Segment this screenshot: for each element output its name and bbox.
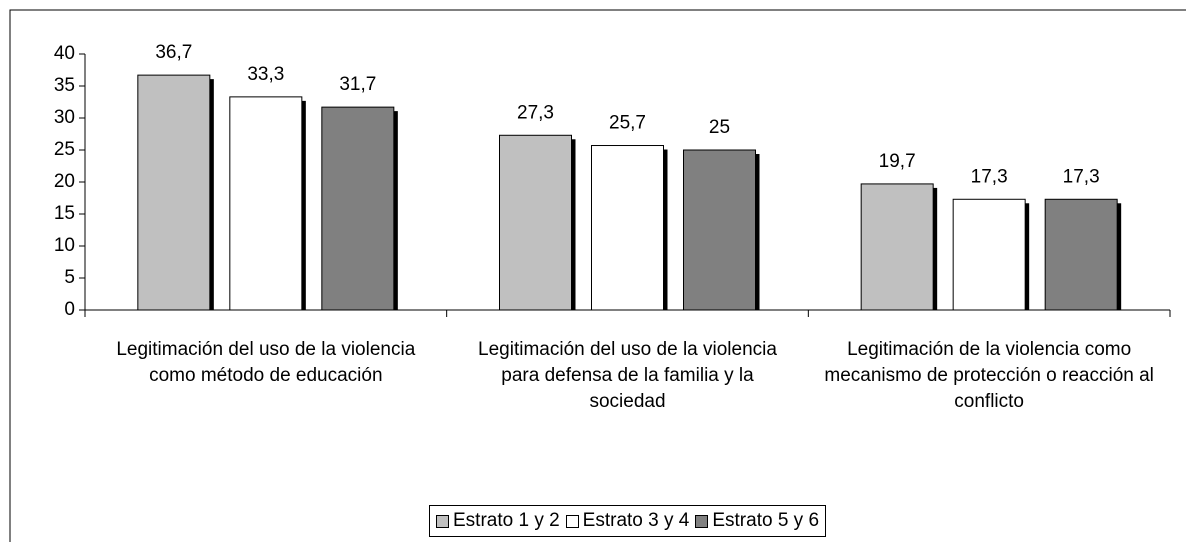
legend-label: Estrato 3 y 4 xyxy=(582,510,690,531)
legend: Estrato 1 y 2 Estrato 3 y 4 Estrato 5 y 6 xyxy=(429,505,827,537)
data-label: 31,7 xyxy=(339,74,376,95)
data-label: 27,3 xyxy=(517,102,554,123)
y-tick-label: 20 xyxy=(54,171,75,192)
x-tick-label: Legitimación del uso de la violencia com… xyxy=(116,339,416,386)
chart-frame xyxy=(9,9,1186,542)
data-label: 17,3 xyxy=(1063,166,1100,187)
legend-swatch xyxy=(695,514,709,528)
data-label: 36,7 xyxy=(155,42,192,63)
data-label: 17,3 xyxy=(971,166,1008,187)
data-label: 33,3 xyxy=(247,64,284,85)
y-tick-label: 35 xyxy=(54,75,75,96)
x-tick-label: Legitimación de la violencia como mecani… xyxy=(824,339,1154,412)
legend-item: Estrato 1 y 2 xyxy=(436,510,560,532)
y-tick-label: 0 xyxy=(64,299,75,320)
data-label: 25 xyxy=(709,117,730,138)
bar xyxy=(591,145,664,311)
y-tick-label: 25 xyxy=(54,139,75,160)
legend-label: Estrato 5 y 6 xyxy=(712,510,820,531)
data-label: 25,7 xyxy=(609,113,646,134)
y-tick-label: 5 xyxy=(64,267,75,288)
y-tick-label: 30 xyxy=(54,107,75,128)
legend-label: Estrato 1 y 2 xyxy=(453,510,560,531)
bar xyxy=(860,183,934,311)
y-tick-label: 15 xyxy=(54,203,75,224)
x-tick-label: Legitimación del uso de la violencia par… xyxy=(478,339,777,412)
legend-swatch xyxy=(565,514,579,528)
y-tick-label: 40 xyxy=(54,43,75,64)
bar xyxy=(1044,198,1118,311)
legend-item: Estrato 3 y 4 xyxy=(565,510,690,532)
bar xyxy=(499,134,572,311)
y-tick-label: 10 xyxy=(54,235,75,256)
bar xyxy=(229,96,303,311)
bar xyxy=(683,149,756,311)
data-label: 19,7 xyxy=(879,151,916,172)
bar xyxy=(321,106,395,311)
legend-item: Estrato 5 y 6 xyxy=(695,510,819,532)
bar xyxy=(137,74,211,311)
legend-swatch xyxy=(436,514,449,528)
bar xyxy=(952,198,1026,311)
